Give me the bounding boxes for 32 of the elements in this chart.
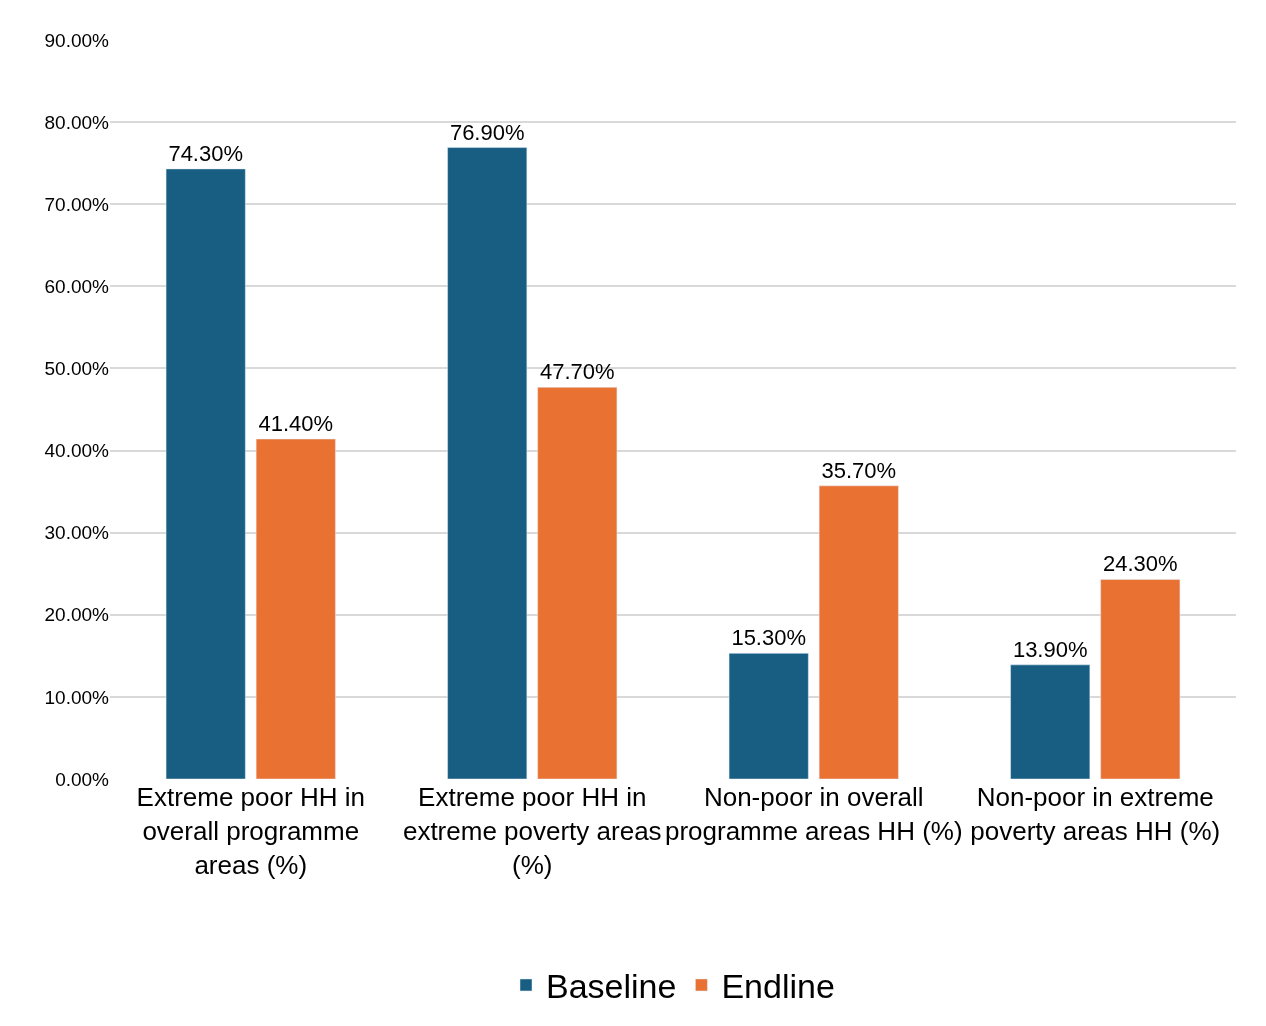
bar xyxy=(165,168,246,779)
data-label: 13.90% xyxy=(1012,636,1088,662)
bar xyxy=(537,387,618,779)
data-label: 24.30% xyxy=(1102,551,1178,577)
data-label: 35.70% xyxy=(821,457,897,483)
bar xyxy=(255,438,336,779)
y-tick-label: 80.00% xyxy=(44,111,110,133)
bar xyxy=(447,147,528,779)
y-tick-label: 60.00% xyxy=(44,275,110,297)
y-tick-label: 30.00% xyxy=(44,522,110,544)
legend-label: Baseline xyxy=(546,967,677,1006)
y-tick-label: 20.00% xyxy=(44,604,110,626)
bar xyxy=(728,653,809,779)
x-tick-label: Non-poor in overall programme areas HH (%) xyxy=(664,782,963,846)
y-tick-label: 10.00% xyxy=(44,686,110,708)
bar xyxy=(818,485,899,779)
x-tick-label: Non-poor in extreme poverty areas HH (%) xyxy=(970,782,1221,846)
y-tick-label: 90.00% xyxy=(44,29,110,51)
data-label: 47.70% xyxy=(539,359,615,385)
data-label: 76.90% xyxy=(449,119,525,145)
legend-label: Endline xyxy=(721,967,835,1006)
bar xyxy=(1100,579,1181,779)
y-tick-label: 50.00% xyxy=(44,358,110,380)
y-tick-label: 40.00% xyxy=(44,440,110,462)
x-tick-label: Extreme poor HH in extreme poverty areas (%) xyxy=(402,782,662,880)
y-tick-label: 70.00% xyxy=(44,193,110,215)
data-label: 15.30% xyxy=(731,625,807,651)
data-label: 74.30% xyxy=(168,140,244,166)
y-tick-label: 0.00% xyxy=(55,768,110,790)
bar xyxy=(1010,664,1091,779)
x-tick-label: Extreme poor HH in overall programme areas (%) xyxy=(136,782,365,880)
data-label: 41.40% xyxy=(258,411,334,437)
